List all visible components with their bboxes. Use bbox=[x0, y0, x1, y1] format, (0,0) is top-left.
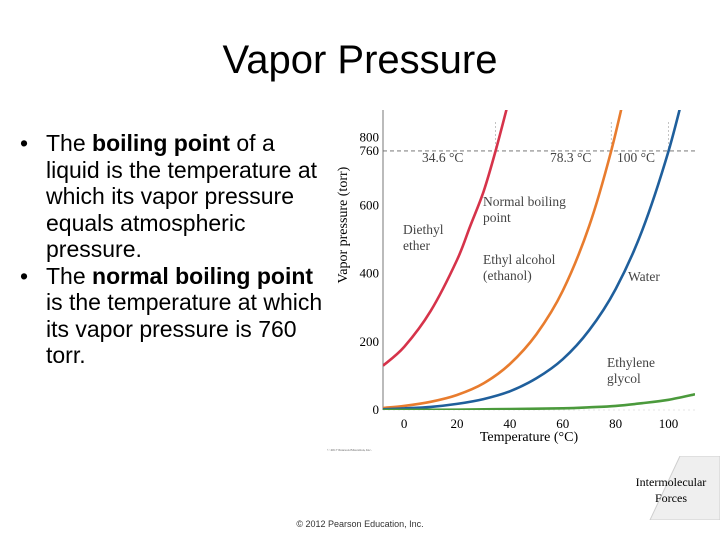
x-tick-label: 60 bbox=[556, 416, 569, 431]
annotation-label: Diethyl bbox=[403, 222, 444, 237]
annotation-label: 100 °C bbox=[617, 150, 655, 165]
bullet-dot: • bbox=[20, 262, 29, 289]
bullet-item: • The boiling point of a liquid is the t… bbox=[20, 130, 330, 263]
series-lines bbox=[383, 110, 695, 410]
slide-title: Vapor Pressure bbox=[222, 38, 498, 82]
x-tick-label: 80 bbox=[609, 416, 622, 431]
annotation-label: glycol bbox=[607, 371, 641, 386]
bullet-list: • The boiling point of a liquid is the t… bbox=[20, 130, 330, 369]
y-tick-label: 200 bbox=[360, 334, 380, 349]
annotation-label: Ethylene bbox=[607, 355, 655, 370]
y-tick-label: 400 bbox=[360, 266, 380, 281]
corner-label-line2: Forces bbox=[655, 491, 687, 505]
y-axis-label: Vapor pressure (torr) bbox=[336, 166, 351, 283]
series-line-water bbox=[383, 110, 681, 410]
x-tick-label: 40 bbox=[503, 416, 516, 431]
annotation-label: Water bbox=[628, 269, 660, 284]
bullet-text: The normal boiling point is the temperat… bbox=[46, 262, 323, 369]
chart-background bbox=[325, 100, 705, 460]
x-tick-label: 100 bbox=[659, 416, 679, 431]
annotation-label: Normal boiling bbox=[483, 194, 566, 209]
bullet-item: • The normal boiling point is the temper… bbox=[20, 263, 330, 369]
x-tick-label: 20 bbox=[451, 416, 464, 431]
y-tick-label: 600 bbox=[360, 197, 380, 212]
bullet-dot: • bbox=[20, 130, 29, 156]
annotation-label: 78.3 °C bbox=[550, 150, 591, 165]
x-tick-label: 0 bbox=[401, 416, 408, 431]
copyright-footer: © 2012 Pearson Education, Inc. bbox=[296, 519, 424, 529]
annotation-label: ether bbox=[403, 238, 430, 253]
annotation-label: point bbox=[483, 210, 511, 225]
corner-tab bbox=[620, 455, 720, 521]
corner-label: Intermolecular Forces bbox=[622, 474, 720, 506]
chart-credit: © 2017 Pearson Education, Inc. bbox=[327, 447, 372, 453]
bullet-text: The boiling point of a liquid is the tem… bbox=[46, 130, 318, 262]
series-line-ethyl-alcohol-ethanol bbox=[383, 110, 623, 410]
series-line-ethylene-glycol bbox=[383, 393, 695, 410]
series-line-diethyl-ether bbox=[383, 110, 508, 367]
y-tick-label: 760 bbox=[360, 143, 380, 158]
annotation-label: Ethyl alcohol bbox=[483, 252, 556, 267]
annotation-label: 34.6 °C bbox=[422, 150, 463, 165]
y-tick-label: 800 bbox=[360, 129, 380, 144]
x-axis-label: Temperature (°C) bbox=[480, 430, 579, 445]
vapor-pressure-chart: 0 200 400 600 760 800 0 20 40 60 80 100 34.6 °C 78.3… bbox=[325, 100, 705, 460]
corner-label-line1: Intermolecular bbox=[635, 475, 707, 489]
y-tick-label: 0 bbox=[373, 402, 380, 417]
annotation-label: (ethanol) bbox=[483, 268, 532, 283]
